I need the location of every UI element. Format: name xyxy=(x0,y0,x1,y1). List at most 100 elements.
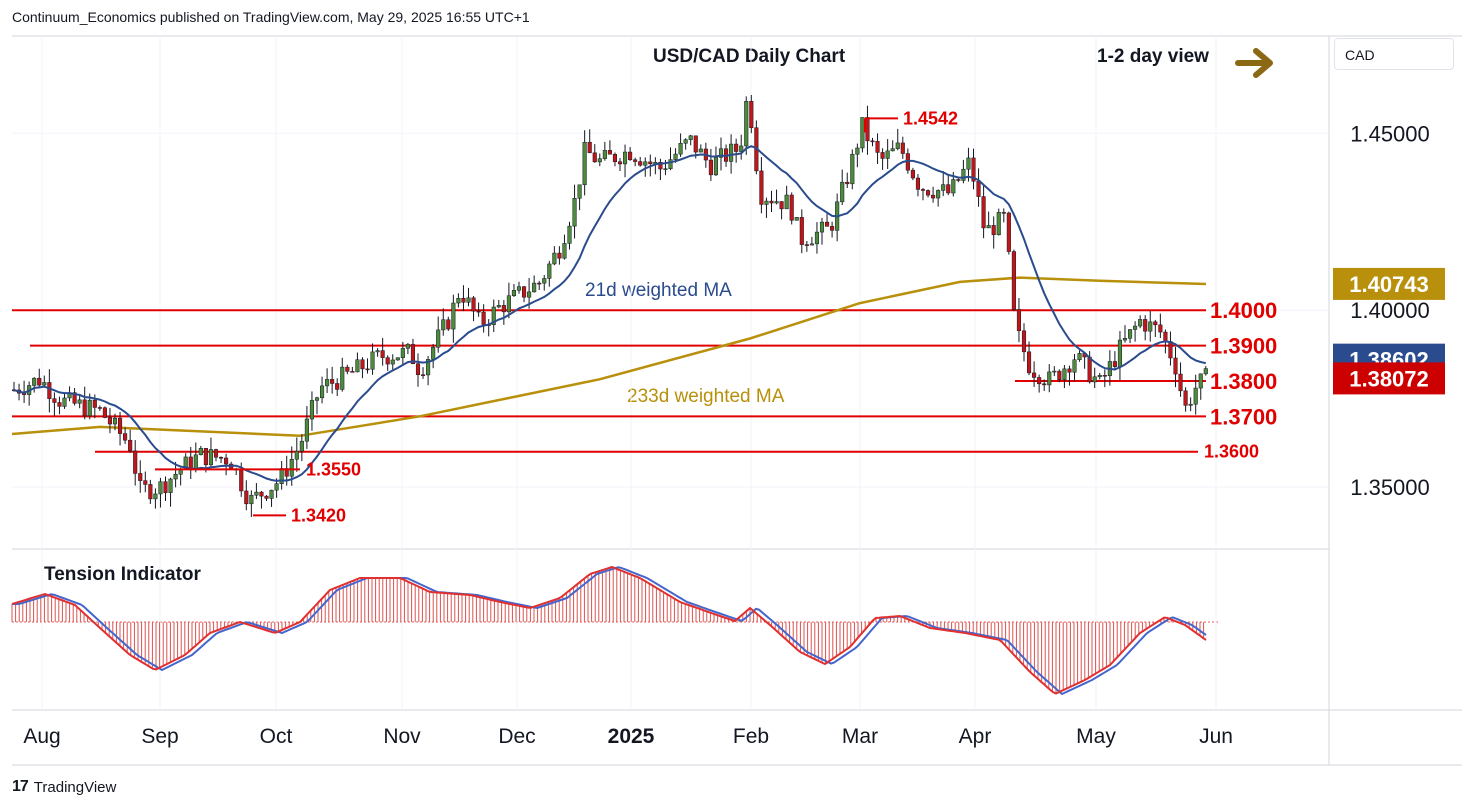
support-resistance-levels: 1.4000 1.3900 1.3800 1.3700 1.3600 xyxy=(12,298,1277,462)
candle-body xyxy=(1052,370,1057,373)
candle-body xyxy=(153,493,158,500)
candle-body xyxy=(759,170,764,205)
candle-body xyxy=(547,263,552,279)
ma233-path xyxy=(11,276,1207,438)
x-tick-label: 2025 xyxy=(608,725,655,748)
candle-body xyxy=(112,417,118,425)
candle-body xyxy=(102,407,107,418)
candle-body xyxy=(355,359,360,373)
candle-body xyxy=(850,153,855,185)
currency-selector[interactable]: CAD xyxy=(1334,38,1454,70)
candle-body xyxy=(375,350,380,353)
candle-body xyxy=(1077,353,1082,360)
candle-body xyxy=(496,305,501,308)
candle-body xyxy=(966,157,971,170)
candle-body xyxy=(77,399,82,404)
candle-body xyxy=(345,366,350,372)
candle-body xyxy=(931,194,936,199)
candle-body xyxy=(1032,372,1037,378)
candle-body xyxy=(309,400,314,420)
candle-body xyxy=(688,135,693,140)
candle-body xyxy=(128,439,133,452)
candle-body xyxy=(789,194,794,221)
candle-body xyxy=(1143,319,1148,332)
price-axis: 1.45000 1.40000 1.35000 xyxy=(1350,121,1430,500)
annotation-label: 1.3550 xyxy=(306,459,361,479)
ma21-line xyxy=(13,145,1207,482)
y-tick-label: 1.40000 xyxy=(1350,298,1430,323)
candle-body xyxy=(612,153,618,162)
candle-body xyxy=(436,329,441,348)
candle-body xyxy=(52,398,57,403)
candle-body xyxy=(123,433,128,441)
candle-body xyxy=(986,225,991,229)
candle-body xyxy=(643,161,648,166)
x-tick-label: Nov xyxy=(383,725,421,748)
candle-body xyxy=(769,200,774,204)
candle-body xyxy=(1042,383,1047,386)
candle-body xyxy=(794,217,799,221)
candle-body xyxy=(461,297,466,303)
candle-body xyxy=(617,161,623,165)
candle-body xyxy=(1203,368,1208,375)
candle-body xyxy=(910,169,915,179)
candle-body xyxy=(633,159,638,162)
candle-body xyxy=(451,302,456,330)
candle-body xyxy=(370,351,375,370)
tension-indicator xyxy=(11,565,1207,696)
candle-body xyxy=(1138,319,1143,327)
candle-body xyxy=(658,162,663,170)
candle-body xyxy=(208,449,213,466)
candle-body xyxy=(946,184,951,194)
candle-body xyxy=(532,282,537,293)
candle-body xyxy=(264,495,269,499)
candle-body xyxy=(1122,338,1128,341)
time-axis: Aug Sep Oct Nov Dec 2025 Feb Mar Apr May Jun xyxy=(23,725,1233,748)
candle-body xyxy=(602,150,607,159)
candle-body xyxy=(1037,377,1042,385)
candle-body xyxy=(501,305,506,313)
candle-body xyxy=(678,143,683,155)
candle-body xyxy=(587,141,592,154)
level-label: 1.3600 xyxy=(1204,442,1259,462)
candle-body xyxy=(1117,339,1123,367)
footer: 17 TradingView xyxy=(12,778,116,796)
candle-body xyxy=(1006,212,1011,252)
candle-body xyxy=(926,190,931,196)
candle-body xyxy=(421,374,426,376)
ma233-label: 233d weighted MA xyxy=(627,386,785,407)
candle-body xyxy=(219,457,224,459)
ma233-line xyxy=(11,276,1207,438)
candle-body xyxy=(961,168,966,181)
candle-body xyxy=(42,382,47,386)
candle-body xyxy=(224,457,229,465)
tradingview-logo-icon[interactable]: 17 xyxy=(12,778,29,795)
candle-body xyxy=(1011,251,1016,310)
candle-body xyxy=(971,157,976,182)
candle-body xyxy=(1102,375,1107,377)
footer-brand[interactable]: TradingView xyxy=(33,778,117,796)
candle-body xyxy=(825,221,830,227)
candle-body xyxy=(138,473,143,481)
candle-body xyxy=(148,484,153,500)
candle-body xyxy=(638,161,643,166)
candle-body xyxy=(47,382,52,399)
candle-body xyxy=(1198,373,1203,389)
candle-body xyxy=(1001,212,1006,214)
candle-body xyxy=(304,418,309,442)
candle-body xyxy=(405,344,410,349)
candle-body xyxy=(1027,351,1032,374)
candle-body xyxy=(107,417,113,425)
candle-body xyxy=(1153,321,1158,326)
candle-body xyxy=(1092,376,1097,383)
candle-body xyxy=(516,286,522,291)
candle-body xyxy=(875,141,880,153)
candle-body xyxy=(188,456,193,470)
level-label: 1.4000 xyxy=(1210,298,1277,323)
candle-body xyxy=(900,142,905,154)
candle-body xyxy=(1097,375,1102,378)
candle-body xyxy=(799,217,804,245)
candle-body xyxy=(809,243,814,246)
